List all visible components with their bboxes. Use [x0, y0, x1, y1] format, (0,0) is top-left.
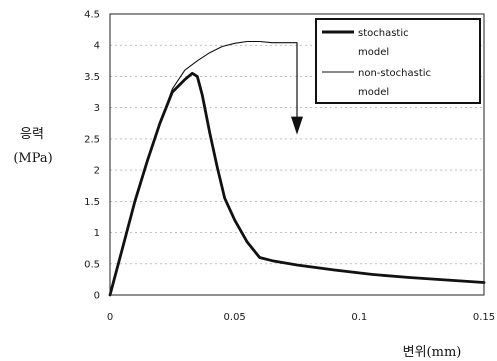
x-tick-label: 0.05 — [224, 312, 246, 323]
legend-label-non-stochastic-line1: non-stochastic — [358, 68, 431, 79]
x-axis-title: 변위(mm) — [403, 345, 462, 360]
y-tick-labels: 0 0.5 1 1.5 2 2.5 3 3.5 4 4.5 — [84, 10, 100, 302]
x-tick-label: 0.15 — [473, 312, 495, 323]
plot-area-frame — [109, 13, 485, 296]
y-tick-label: 4 — [94, 41, 100, 52]
legend-label-non-stochastic-line2: model — [358, 87, 389, 98]
y-tick-label: 1.5 — [84, 197, 100, 208]
legend-label-stochastic-line1: stochastic — [358, 28, 409, 39]
y-tick-label: 4.5 — [84, 10, 100, 21]
annotation-arrow-head — [291, 116, 303, 135]
x-tick-labels: 0 0.05 0.1 0.15 — [107, 312, 495, 323]
series-line-non-stochastic — [109, 40, 298, 296]
y-tick-label: 3 — [94, 103, 100, 114]
series-lines — [108, 40, 486, 297]
x-tick-label: 0.1 — [351, 312, 367, 323]
y-tick-label: 3.5 — [84, 72, 100, 83]
annotations — [291, 42, 303, 135]
y-axis-unit: (MPa) — [13, 151, 52, 166]
y-tick-label: 0 — [94, 291, 100, 302]
y-tick-label: 2 — [94, 166, 100, 177]
y-tick-label: 1 — [94, 228, 100, 239]
series-line-stochastic — [108, 71, 486, 297]
legend-label-stochastic-line2: model — [358, 47, 389, 58]
y-tick-label: 2.5 — [84, 134, 100, 145]
legend: stochastic model non-stochastic model — [315, 18, 481, 104]
y-tick-label: 0.5 — [84, 259, 100, 270]
x-tick-label: 0 — [107, 312, 113, 323]
y-axis-title: 응력 — [20, 127, 44, 142]
